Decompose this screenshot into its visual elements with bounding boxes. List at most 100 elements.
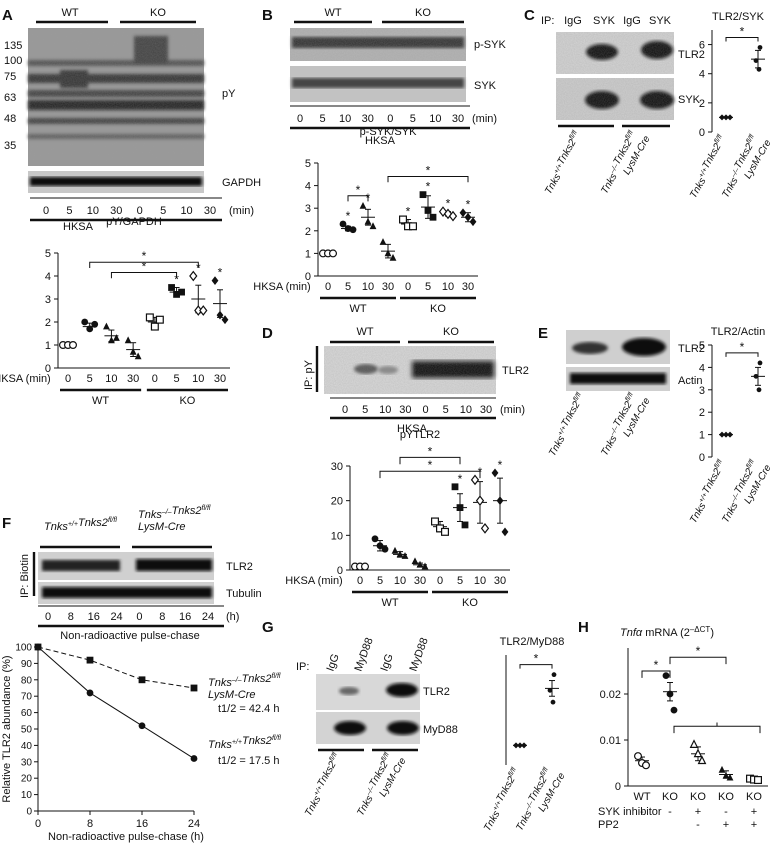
panel-letter-h: H	[578, 619, 589, 636]
timepoint-label: 16	[179, 611, 191, 623]
data-point	[547, 687, 553, 693]
mw-marker-48: 48	[4, 113, 16, 125]
x-tick-label: 10	[442, 281, 454, 293]
series-line	[37, 646, 195, 689]
data-point	[189, 270, 198, 282]
timepoint-label: 24	[110, 611, 122, 623]
group-label-wt: WT	[349, 303, 366, 315]
data-point	[359, 201, 367, 209]
data-point	[399, 215, 408, 224]
data-point	[689, 739, 699, 749]
x-tick-label: 0	[405, 281, 411, 293]
pulse-chase-caption: Non-radioactive pulse-chase	[60, 630, 199, 642]
y-tick-label: 5	[45, 248, 51, 260]
chart-title: TLR2/SYK	[712, 11, 765, 23]
y-tick-label: 40	[21, 741, 33, 752]
group-label-ko: KO	[415, 7, 431, 19]
data-point	[726, 773, 734, 781]
timepoint-label: 0	[136, 611, 142, 623]
panel-h: H Tnfα mRNA (2–ΔCT) 0 0.01 0.02 WT KO KO KO KO *…	[578, 619, 768, 831]
data-point	[396, 550, 404, 558]
blot-label-syk: SYK	[474, 80, 497, 92]
treatment-label: HKSA	[397, 423, 428, 435]
y-tick-label: 3	[45, 294, 51, 306]
treatment-value: +	[723, 819, 729, 831]
x-prefix: HKSA (min)	[0, 373, 51, 385]
data-point	[480, 523, 490, 534]
x-tick-label: WT	[633, 791, 650, 803]
mw-marker-135: 135	[4, 40, 22, 52]
significance-bracket	[379, 470, 481, 479]
data-point	[173, 291, 180, 298]
timepoint-label: 5	[443, 404, 449, 416]
panel-g: G IP: IgG MyD88 IgG MyD88 TLR2 MyD88 Tnks+/…	[262, 619, 568, 833]
x-tick-label: 5	[377, 575, 383, 587]
significance-bracket	[387, 176, 469, 183]
data-point	[727, 431, 733, 438]
bracket-star: *	[356, 183, 361, 197]
mw-marker-35: 35	[4, 140, 16, 152]
data-point	[501, 527, 509, 537]
data-point	[456, 504, 464, 511]
group-label-ko: KO	[462, 597, 478, 609]
time-unit: (min)	[500, 404, 525, 416]
treatment-value: -	[668, 806, 672, 818]
blot-syk	[556, 78, 674, 120]
series-point	[34, 643, 42, 651]
data-point	[521, 742, 527, 749]
data-point	[666, 690, 674, 698]
significance-star: *	[406, 205, 411, 219]
y-tick-label: 4	[699, 362, 705, 374]
treatment-value: -	[696, 819, 700, 831]
data-point	[429, 213, 437, 221]
panel-letter-c: C	[524, 7, 535, 24]
data-point	[329, 249, 338, 258]
treatment-label: HKSA	[365, 135, 396, 147]
significance-star: *	[426, 180, 431, 194]
timepoint-label: 0	[45, 611, 51, 623]
data-point	[464, 212, 472, 222]
significance-star: *	[458, 472, 463, 486]
timepoint-label: 10	[339, 113, 351, 125]
data-point	[339, 220, 347, 228]
x-tick-label: 30	[462, 281, 474, 293]
timepoint-label: 30	[362, 113, 374, 125]
data-point	[438, 206, 448, 217]
timepoint-label: 5	[410, 113, 416, 125]
data-point	[727, 114, 733, 121]
timepoint-label: 24	[202, 611, 214, 623]
ip-lane-label: IgG	[325, 652, 342, 673]
timepoint-label: 0	[342, 404, 348, 416]
blot-label-p-syk: p-SYK	[474, 39, 506, 51]
data-point	[757, 45, 763, 50]
timepoint-labels: 0 5 10 30 0 5 10 30	[43, 205, 216, 217]
data-point	[216, 310, 224, 320]
bracket-star: *	[740, 24, 745, 38]
bracket-star: *	[696, 644, 701, 658]
timepoint-label: 8	[68, 611, 74, 623]
y-tick-label: 1	[699, 430, 705, 442]
x-tick-label: 10	[474, 575, 486, 587]
data-point	[421, 562, 429, 570]
data-point	[211, 276, 219, 285]
group-label-wt: WT	[92, 395, 109, 407]
x-tick-label: 30	[382, 281, 394, 293]
panel-letter-f: F	[2, 515, 11, 532]
timepoint-label: 10	[180, 205, 192, 217]
x-tick-label: 30	[494, 575, 506, 587]
panel-letter-d: D	[262, 325, 273, 342]
title-end: )	[710, 627, 714, 639]
timepoint-label: 30	[452, 113, 464, 125]
series-point	[138, 676, 146, 684]
data-point	[441, 527, 450, 536]
blot-myd88	[316, 712, 420, 744]
x-tick-label: KO	[662, 791, 678, 803]
panel-letter-b: B	[262, 7, 273, 24]
data-point	[145, 313, 154, 322]
treatment-value: +	[751, 806, 757, 818]
data-point	[469, 217, 477, 227]
time-unit: (h)	[226, 611, 239, 623]
significance-bracket	[347, 195, 369, 202]
y-tick-label: 0	[337, 565, 343, 577]
chart-title: Tnfα mRNA (2–ΔCT)	[620, 625, 714, 639]
